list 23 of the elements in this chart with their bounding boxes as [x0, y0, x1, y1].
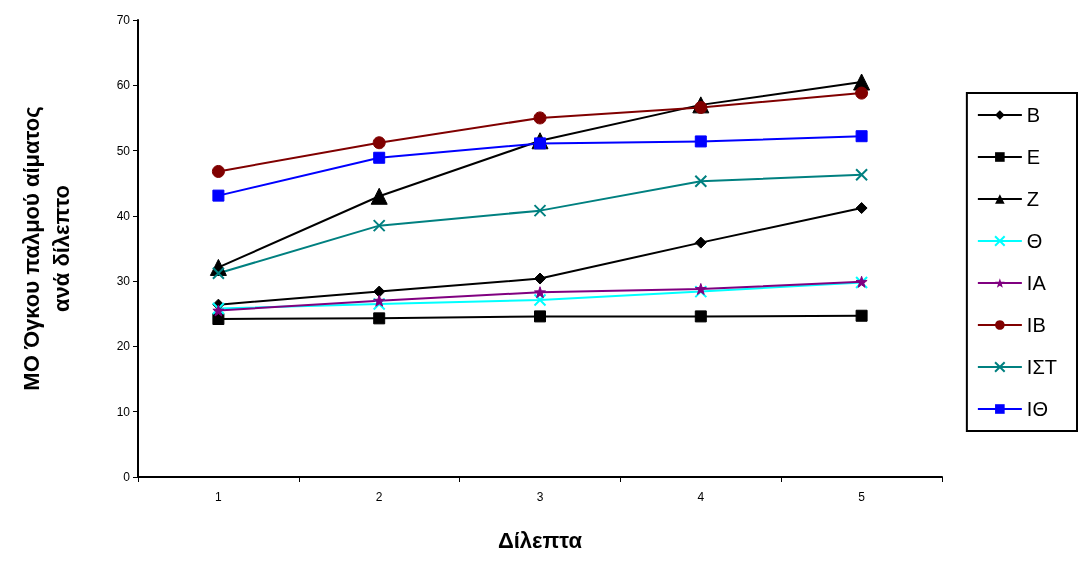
y-tick-label: 70 — [116, 13, 131, 27]
y-tick-label: 10 — [116, 404, 131, 419]
x-tick-label: 4 — [697, 490, 705, 504]
legend-label: Ζ — [1026, 188, 1040, 210]
x-tick-label: 2 — [375, 490, 383, 504]
legend-label: ΙΒ — [1026, 314, 1046, 336]
legend-label: ΙΑ — [1026, 272, 1047, 294]
y-tick-label: 30 — [116, 274, 131, 289]
y-axis-title: ΜΟ Όγκου παλμού αίματος ανά δίλεπτο — [18, 106, 74, 391]
legend-label: Ε — [1026, 146, 1041, 168]
legend-label: ΙΣΤ — [1026, 356, 1057, 378]
legend-label: Θ — [1026, 230, 1043, 252]
legend-label: ΙΘ — [1026, 398, 1048, 420]
y-tick-label: 20 — [116, 339, 131, 354]
x-tick-label: 3 — [536, 490, 544, 504]
x-axis-title: Δίλεπτα — [497, 527, 583, 553]
x-tick-label: 5 — [858, 490, 866, 504]
y-tick-label: 0 — [123, 470, 131, 484]
x-tick-label: 1 — [215, 490, 223, 504]
y-tick-label: 60 — [116, 78, 131, 93]
legend-label: Β — [1026, 104, 1041, 126]
y-tick-label: 50 — [116, 143, 131, 158]
y-tick-label: 40 — [116, 208, 131, 223]
